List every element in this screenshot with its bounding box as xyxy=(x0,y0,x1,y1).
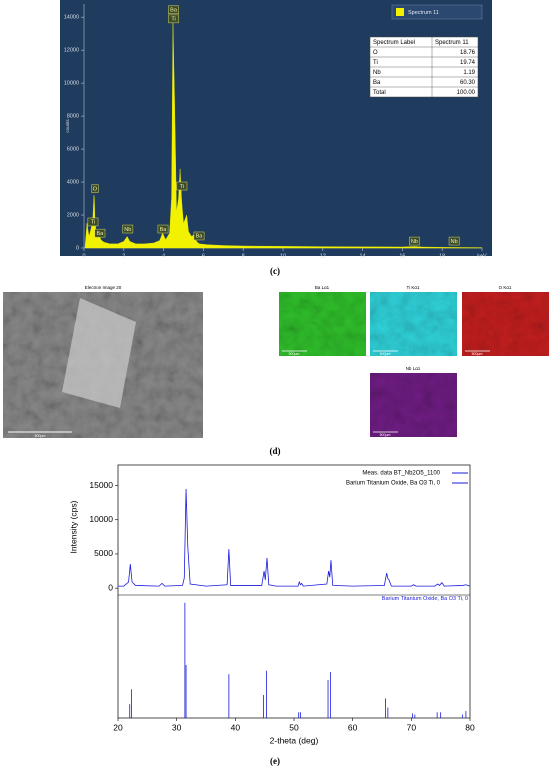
x-tick-label: 60 xyxy=(348,722,358,732)
x-tick-label: 14 xyxy=(360,253,366,259)
legend-label: Meas. data BT_Nb2O5_1100 xyxy=(362,471,440,477)
x-tick-label: 6 xyxy=(202,253,205,259)
table-cell: Ti xyxy=(373,60,378,66)
x-tick-label: 2 xyxy=(122,253,125,259)
peak-label-box xyxy=(176,181,188,191)
x-tick-label: 30 xyxy=(172,722,182,732)
x-tick-label: 16 xyxy=(399,253,405,259)
map-texture xyxy=(462,292,549,356)
peak-label-box xyxy=(193,231,205,241)
peak-label-box xyxy=(91,184,99,193)
peak-label: Ba xyxy=(196,234,204,240)
table-cell: Ba xyxy=(373,80,381,86)
table-cell: 100.00 xyxy=(457,90,476,96)
x-tick-label: 0 xyxy=(82,253,85,259)
y-axis-label: Intensity (cps) xyxy=(68,500,78,553)
x-tick-label: 50 xyxy=(289,722,299,732)
x-tick-label: 4 xyxy=(162,253,165,259)
peak-label: Ba xyxy=(160,227,168,233)
table-cell: 19.74 xyxy=(460,60,476,66)
x-tick-label: 40 xyxy=(231,722,241,732)
peak-label-box xyxy=(168,5,179,15)
panel-label: (e) xyxy=(270,756,280,766)
y-tick-label: 0 xyxy=(76,245,79,251)
peak-label-box xyxy=(94,228,106,238)
peak-label: Ti xyxy=(91,220,95,226)
table-cell: Spectrum 11 xyxy=(435,40,469,46)
map-texture xyxy=(370,292,457,356)
y-tick-label: 6000 xyxy=(67,147,79,153)
image-title: Electron Image 20 xyxy=(85,285,122,290)
peak-label-box xyxy=(157,224,169,234)
peak-label-box xyxy=(87,217,99,227)
peak-label: O xyxy=(93,186,98,192)
y-tick-label: 8000 xyxy=(67,114,79,120)
legend-label: Spectrum 11 xyxy=(408,10,439,16)
y-tick-label: 12000 xyxy=(64,48,79,54)
map-title: Ti Kα1 xyxy=(407,285,420,290)
map-texture xyxy=(370,373,457,437)
y-tick-label: 2000 xyxy=(67,212,79,218)
table-cell: 18.76 xyxy=(460,50,476,56)
peak-label: Nb xyxy=(411,239,418,245)
peak-label-box xyxy=(448,236,460,246)
y-tick-label: 4000 xyxy=(67,180,79,186)
sem-image: Electron Image 20 500µm xyxy=(3,285,203,438)
y-tick-label: 10000 xyxy=(64,81,79,87)
peak-label: Ba xyxy=(170,8,178,14)
table-cell: 60.30 xyxy=(460,80,476,86)
element-maps: Ba Lα1 500µm Ti Kα1 500µm O Kα1 500µm Nb Lα1 50… xyxy=(279,285,549,437)
x-tick-label: 70 xyxy=(407,722,417,732)
peak-label-box xyxy=(122,224,134,234)
table-cell: Nb xyxy=(373,70,381,76)
peak-label: Nb xyxy=(124,227,131,233)
panel-label: (c) xyxy=(270,266,280,276)
scale-label: 500µm xyxy=(380,433,391,437)
y-tick-label: 0 xyxy=(108,582,113,592)
scale-label: 500µm xyxy=(35,434,46,438)
table-cell: 1.19 xyxy=(463,70,475,76)
x-axis-label: 2-theta (deg) xyxy=(270,735,319,745)
y-tick-label: 14000 xyxy=(64,15,79,21)
table-cell: Total xyxy=(373,90,386,96)
x-tick-label: 12 xyxy=(320,253,326,259)
y-axis-label: counts xyxy=(65,119,70,133)
legend-box xyxy=(391,4,483,20)
map-texture xyxy=(279,292,366,356)
scale-label: 500µm xyxy=(472,352,483,356)
scale-label: 500µm xyxy=(289,352,300,356)
legend-swatch xyxy=(396,8,404,16)
peak-label: Ba xyxy=(97,231,105,237)
scale-label: 500µm xyxy=(380,352,391,356)
table-cell: O xyxy=(373,50,378,56)
panel-label: (d) xyxy=(270,446,281,456)
peak-label-box xyxy=(168,14,179,24)
x-tick-label: 8 xyxy=(242,253,245,259)
map-title: Nb Lα1 xyxy=(406,366,421,371)
peak-label: Ti xyxy=(171,17,175,23)
x-tick-label: 20 xyxy=(113,722,123,732)
map-title: Ba Lα1 xyxy=(315,285,330,290)
peak-label-box xyxy=(408,236,420,246)
x-tick-label: 80 xyxy=(465,722,475,732)
x-tick-label: 10 xyxy=(280,253,286,259)
reference-label: Barium Titanium Oxide, Ba O3 Ti, 0 xyxy=(382,596,468,602)
x-tick-label: keV xyxy=(477,253,487,259)
table-cell: Spectrum Label xyxy=(373,40,415,46)
map-title: O Kα1 xyxy=(499,285,512,290)
legend-label: Barium Titanium Oxide, Ba O3 Ti, 0 xyxy=(346,481,441,487)
peak-label: Nb xyxy=(451,239,458,245)
data-line xyxy=(118,488,471,587)
peak-label: Ti xyxy=(180,184,184,190)
y-tick-label: 5000 xyxy=(94,548,113,558)
x-tick-label: 18 xyxy=(439,253,445,259)
y-tick-label: 10000 xyxy=(89,514,113,524)
y-tick-label: 15000 xyxy=(89,480,113,490)
